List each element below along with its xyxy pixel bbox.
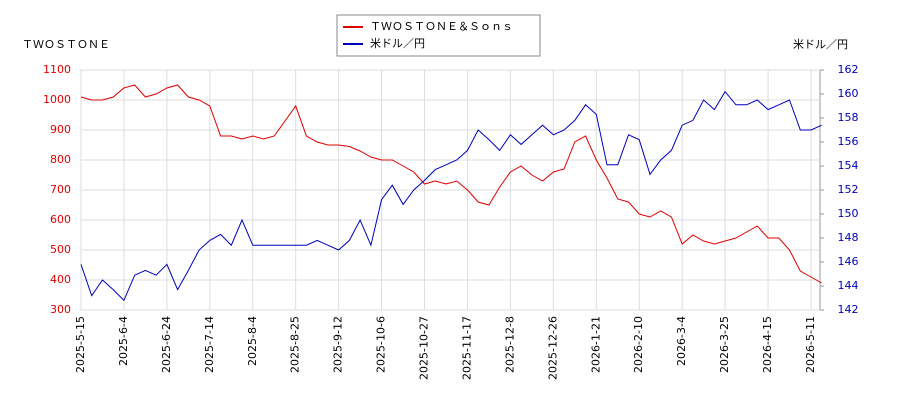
y-tick-label: 800 bbox=[50, 153, 71, 166]
y-tick-label: 1100 bbox=[43, 63, 71, 76]
x-tick-label: 2025-7-14 bbox=[203, 316, 216, 373]
y-tick-label: 700 bbox=[50, 183, 71, 196]
y-axis-title: ＴＷＯＳＴＯＮＥ bbox=[22, 38, 110, 51]
y-tick-label: 500 bbox=[50, 243, 71, 256]
x-tick-label: 2025-5-15 bbox=[74, 316, 87, 373]
legend-label: 米ドル／円 bbox=[370, 37, 425, 50]
y-tick-label: 400 bbox=[50, 273, 71, 286]
x-tick-label: 2026-3-25 bbox=[718, 316, 731, 373]
x-tick-label: 2025-6-24 bbox=[160, 316, 173, 373]
x-tick-label: 2026-4-15 bbox=[761, 316, 774, 373]
y-tick-label: 900 bbox=[50, 123, 71, 136]
y2-tick-label: 148 bbox=[838, 231, 859, 244]
x-tick-label: 2026-3-4 bbox=[675, 316, 688, 366]
x-tick-label: 2025-12-8 bbox=[503, 316, 516, 373]
legend-label: ＴＷＯＳＴＯＮＥ＆Ｓｏｎｓ bbox=[370, 20, 513, 33]
x-tick-label: 2025-8-25 bbox=[289, 316, 302, 373]
x-tick-label: 2025-12-26 bbox=[546, 316, 559, 380]
y2-axis-title: 米ドル／円 bbox=[793, 38, 848, 51]
y2-tick-label: 144 bbox=[838, 279, 859, 292]
x-tick-label: 2025-8-4 bbox=[246, 316, 259, 366]
x-tick-label: 2025-10-6 bbox=[375, 316, 388, 373]
x-tick-label: 2026-1-21 bbox=[589, 316, 602, 373]
x-tick-label: 2026-5-11 bbox=[804, 316, 817, 373]
y2-tick-label: 158 bbox=[838, 111, 859, 124]
y2-tick-label: 152 bbox=[838, 183, 859, 196]
y2-tick-label: 150 bbox=[838, 207, 859, 220]
line-series bbox=[80, 84, 822, 284]
y2-tick-label: 156 bbox=[838, 135, 859, 148]
y-tick-label: 600 bbox=[50, 213, 71, 226]
x-tick-label: 2025-10-27 bbox=[418, 316, 431, 380]
y2-tick-label: 160 bbox=[838, 87, 859, 100]
y2-tick-label: 154 bbox=[838, 159, 859, 172]
y2-tick-label: 162 bbox=[838, 63, 859, 76]
line-series bbox=[80, 90, 822, 302]
x-tick-label: 2025-9-12 bbox=[332, 316, 345, 373]
x-tick-label: 2025-11-17 bbox=[460, 316, 473, 380]
y2-tick-label: 142 bbox=[838, 303, 859, 316]
x-tick-label: 2025-6-4 bbox=[117, 316, 130, 366]
legend-box bbox=[336, 14, 541, 57]
y2-tick-label: 146 bbox=[838, 255, 859, 268]
y-tick-label: 1000 bbox=[43, 93, 71, 106]
x-tick-label: 2026-2-10 bbox=[632, 316, 645, 373]
y-tick-label: 300 bbox=[50, 303, 71, 316]
